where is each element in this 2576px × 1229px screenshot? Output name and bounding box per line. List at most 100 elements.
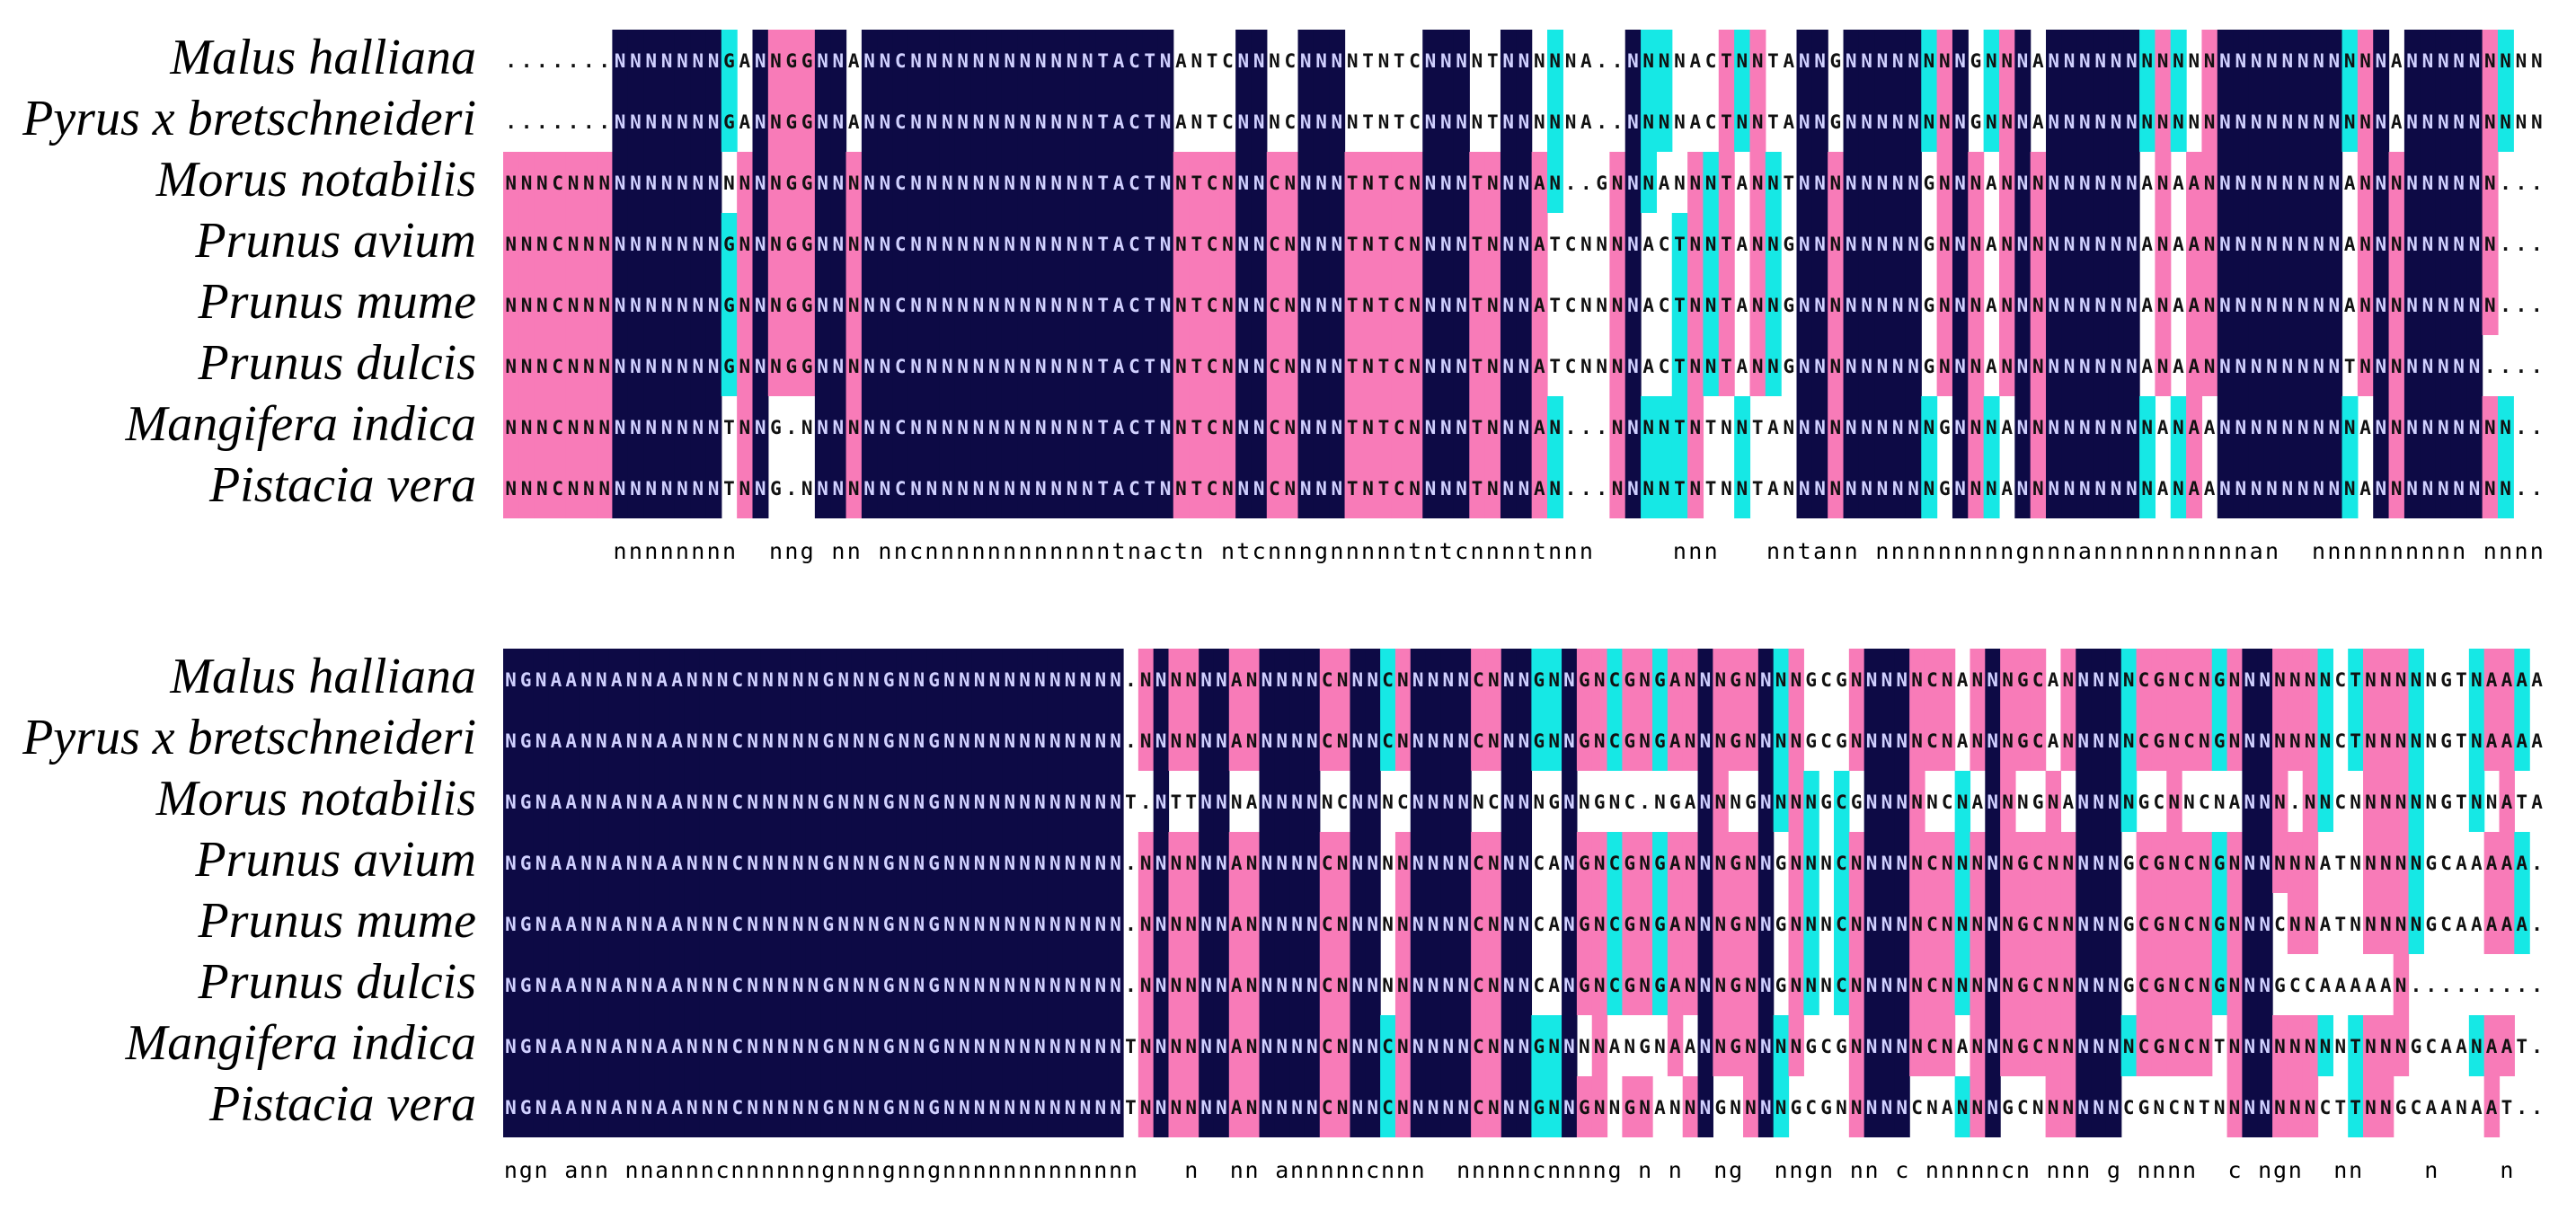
residue-cell (1905, 91, 1922, 152)
residue-char: N (1730, 791, 1741, 813)
consensus-char: n (1081, 538, 1094, 564)
residue-char: G (1624, 975, 1635, 996)
consensus-char: n (535, 1157, 548, 1183)
residue-char: G (723, 356, 735, 377)
residue-char: N (598, 478, 610, 500)
residue-char: A (1534, 234, 1545, 255)
residue-char: A (1175, 111, 1187, 133)
residue-cell (2450, 457, 2467, 518)
residue-cell (597, 152, 613, 213)
residue-char: N (833, 478, 845, 500)
residue-char: N (2471, 791, 2483, 813)
residue-char: A (1669, 1036, 1681, 1057)
residue-cell (1500, 954, 1518, 1015)
residue-cell (503, 954, 519, 1015)
residue-char: N (2168, 975, 2180, 996)
residue-cell (1456, 710, 1472, 771)
residue-char: N (792, 669, 804, 691)
residue-char: N (1518, 111, 1530, 133)
residue-cell (1858, 457, 1875, 518)
residue-char: N (762, 730, 774, 752)
residue-cell (1909, 893, 1925, 954)
residue-cell (942, 1015, 958, 1076)
residue-char: C (552, 478, 563, 500)
residue-cell (2046, 30, 2062, 91)
residue-char: N (2422, 417, 2434, 438)
residue-cell (1406, 396, 1423, 457)
residue-cell (865, 771, 882, 832)
residue-char: N (1456, 417, 1467, 438)
residue-char: N (1791, 1036, 1802, 1057)
residue-char: A (1231, 730, 1243, 752)
consensus-char: n (722, 538, 736, 564)
residue-char: N (2422, 172, 2434, 194)
residue-cell (1547, 396, 1563, 457)
residue-char: N (1160, 50, 1172, 72)
consensus-char: n (691, 538, 704, 564)
species-label: Prunus dulcis (197, 335, 476, 391)
residue-cell (518, 710, 535, 771)
residue-char: A (1767, 417, 1779, 438)
residue-char: N (1760, 669, 1772, 691)
residue-cell (1049, 213, 1065, 274)
residue-cell (1591, 893, 1608, 954)
residue-cell (627, 30, 644, 91)
residue-char: N (1689, 234, 1701, 255)
residue-char: G (2154, 1036, 2165, 1057)
residue-char: N (1428, 975, 1439, 996)
residue-cell (986, 30, 1003, 91)
consensus-char: n (1766, 538, 1780, 564)
residue-char: T (1472, 356, 1483, 377)
residue-char: N (2173, 111, 2184, 133)
residue-cell (1890, 335, 1907, 396)
residue-char: N (2359, 111, 2371, 133)
residue-char: N (1409, 172, 1421, 194)
residue-char: N (1020, 111, 1031, 133)
residue-char: A (1654, 1097, 1666, 1118)
residue-char: C (1926, 730, 1938, 752)
residue-char: N (1397, 669, 1409, 691)
residue-cell (1671, 274, 1688, 335)
residue-char: N (770, 50, 782, 72)
residue-char: N (1881, 730, 1893, 752)
residue-cell (2363, 893, 2379, 954)
residue-cell (1453, 91, 1470, 152)
residue-cell (1998, 152, 2015, 213)
residue-cell (2186, 152, 2203, 213)
residue-cell (1344, 335, 1361, 396)
residue-char: N (626, 853, 638, 874)
residue-char: N (1110, 975, 1121, 996)
residue-cell (2136, 649, 2153, 710)
residue-char: N (2077, 1097, 2089, 1118)
residue-cell (627, 274, 644, 335)
residue-cell (2499, 710, 2515, 771)
residue-char: N (677, 172, 688, 194)
residue-char: N (1861, 50, 1872, 72)
residue-cell (1199, 771, 1215, 832)
residue-char: A (1669, 669, 1681, 691)
residue-char: N (2214, 791, 2226, 813)
residue-char: C (1394, 478, 1405, 500)
residue-char: N (2229, 975, 2241, 996)
residue-char: . (2531, 1036, 2543, 1057)
residue-cell (1077, 771, 1093, 832)
residue-char: G (1579, 730, 1590, 752)
residue-char: N (880, 356, 891, 377)
residue-char: N (708, 356, 720, 377)
consensus-char: a (1813, 538, 1827, 564)
residue-char: N (1276, 1097, 1288, 1118)
residue-cell (752, 274, 769, 335)
residue-cell (1848, 649, 1865, 710)
residue-cell (1204, 274, 1221, 335)
residue-cell (1199, 649, 1215, 710)
consensus-char: n (2265, 538, 2279, 564)
residue-cell (1142, 213, 1159, 274)
residue-cell (1500, 30, 1517, 91)
residue-cell (1259, 893, 1275, 954)
residue-char: N (2235, 478, 2246, 500)
residue-char: N (677, 50, 688, 72)
residue-char: A (1784, 50, 1795, 72)
residue-char: N (2079, 356, 2091, 377)
residue-char: N (1367, 1036, 1378, 1057)
residue-char: N (899, 853, 910, 874)
